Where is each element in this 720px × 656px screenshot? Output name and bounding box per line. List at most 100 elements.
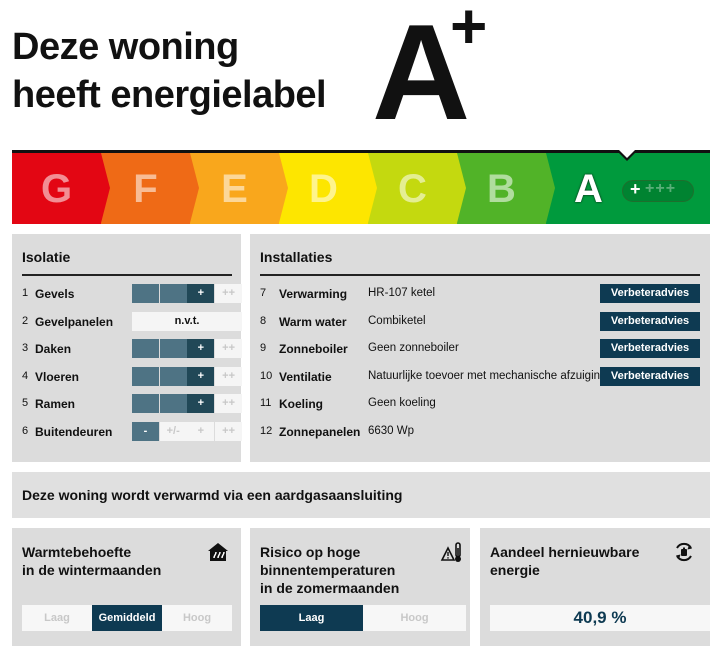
gauge-cell: ++ [215, 422, 243, 441]
gauge-cell [132, 366, 159, 386]
row-number: 2 [22, 314, 29, 327]
isolatie-row: 3 Daken + ++ [22, 339, 243, 359]
installatie-row: 8 Warm water Combiketel Verbeteradvies [260, 311, 700, 332]
row-number: 4 [22, 369, 29, 382]
scale-segment-g: G [12, 153, 101, 224]
gauge-not-applicable: n.v.t. [132, 311, 242, 331]
warmtebehoefte-title: Warmtebehoefte in de wintermaanden [22, 544, 162, 578]
installatie-item-name: Koeling [279, 397, 323, 412]
scale-arrow-tip [457, 153, 466, 223]
isolatie-row: 2 Gevelpanelen n.v.t. [22, 311, 242, 332]
verbeteradvies-button[interactable]: Verbeteradvies [600, 311, 700, 331]
energy-label-letter: A [372, 0, 470, 148]
gauge-cell: - [132, 422, 159, 441]
scale-segment-d: D [279, 153, 368, 224]
header-title-line2: heeft energielabel [12, 74, 327, 116]
installatie-item-value: HR-107 ketel [368, 287, 436, 299]
gauge-cell [159, 339, 187, 359]
scale-arrow-tip [546, 153, 555, 223]
row-number: 8 [260, 314, 267, 327]
isolatie-item-name: Buitendeuren [35, 425, 113, 439]
gauge-cell [159, 366, 187, 386]
gauge-cell [132, 284, 159, 303]
renewable-share-value: 40,9 % [490, 605, 710, 631]
gauge-cell: + [187, 422, 215, 441]
installatie-item-name: Zonnepanelen [279, 425, 361, 439]
installatie-item-name: Warm water [279, 314, 347, 329]
plus-remaining: +++ [645, 180, 677, 197]
installatie-row: 10 Ventilatie Natuurlijke toevoer met mech… [260, 366, 700, 387]
house-heat-icon [208, 543, 228, 561]
scale-letter-g: G [40, 167, 73, 211]
warmte-option-laag: Laag [22, 605, 92, 631]
gauge-cell: ++ [215, 284, 243, 303]
installatie-item-name: Verwarming [279, 287, 348, 301]
verbeteradvies-button[interactable]: Verbeteradvies [600, 366, 700, 386]
gauge-cell: ++ [215, 366, 243, 386]
risico-scale: Laag Hoog [260, 605, 466, 631]
installatie-item-name: Ventilatie [279, 369, 332, 384]
isolatie-title: Isolatie [22, 249, 71, 265]
isolatie-gauge: + ++ [132, 284, 243, 303]
header-title-line1: Deze woning [12, 26, 239, 68]
installatie-row: 12 Zonnepanelen 6630 Wp [260, 422, 700, 442]
installatie-item-value: Combiketel [368, 314, 426, 327]
isolatie-item-name: Gevelpanelen [35, 314, 114, 329]
scale-segment-c: C [368, 153, 457, 224]
installatie-item-value: Natuurlijke toevoer met mechanische afzu… [368, 369, 607, 382]
row-number: 7 [260, 287, 267, 299]
gauge-cell [132, 394, 159, 414]
scale-letter-f: F [133, 167, 158, 211]
scale-segment-f: F [101, 153, 190, 224]
gauge-cell: +/- [159, 422, 187, 441]
plus-indicator: + +++ [622, 179, 694, 202]
verbeteradvies-button[interactable]: Verbeteradvies [600, 284, 700, 303]
gauge-cell: + [187, 284, 215, 303]
row-number: 10 [260, 369, 273, 382]
scale-letter-c: C [398, 167, 427, 211]
row-number: 9 [260, 342, 267, 355]
risico-card: Risico op hoge binnentemperaturen in de … [250, 528, 470, 646]
gauge-cell [159, 284, 187, 303]
energy-scale: G F E D C B A + +++ [12, 150, 710, 224]
scale-segment-e: E [190, 153, 279, 224]
verbeteradvies-button[interactable]: Verbeteradvies [600, 339, 700, 359]
heating-source-banner: Deze woning wordt verwarmd via een aardg… [12, 472, 710, 518]
installatie-row: 11 Koeling Geen koeling [260, 394, 700, 414]
scale-segment-b: B [457, 153, 546, 224]
scale-arrow-tip [190, 153, 199, 223]
warmtebehoefte-card: Warmtebehoefte in de wintermaanden Laag … [12, 528, 241, 646]
isolatie-gauge: n.v.t. [132, 311, 242, 331]
isolatie-row: 1 Gevels + ++ [22, 284, 243, 304]
row-number: 1 [22, 287, 29, 299]
isolatie-item-name: Daken [35, 342, 72, 357]
installatie-row: 7 Verwarming HR-107 ketel Verbeteradvies [260, 284, 700, 304]
isolatie-gauge: - +/- + ++ [132, 422, 243, 441]
energy-label-suffix: + [450, 0, 488, 62]
row-number: 12 [260, 425, 273, 437]
risico-option-hoog: Hoog [363, 605, 466, 631]
isolatie-item-name: Ramen [35, 397, 76, 412]
risico-option-laag: Laag [260, 605, 363, 631]
row-number: 3 [22, 342, 29, 355]
isolatie-row: 6 Buitendeuren - +/- + ++ [22, 422, 243, 442]
isolatie-row: 5 Ramen + ++ [22, 394, 243, 414]
row-number: 5 [22, 397, 29, 410]
scale-letter-a: A [574, 167, 603, 211]
isolatie-divider [22, 274, 232, 276]
hernieuwbaar-card: Aandeel hernieuwbare energie 40,9 % [480, 528, 710, 646]
isolatie-row: 4 Vloeren + ++ [22, 366, 243, 387]
installatie-item-name: Zonneboiler [279, 342, 348, 357]
gauge-cell: + [187, 366, 215, 386]
warmte-option-hoog: Hoog [162, 605, 232, 631]
scale-arrow-tip [279, 153, 288, 223]
gauge-cell: ++ [215, 394, 243, 414]
isolatie-panel: Isolatie 1 Gevels + ++ 2 Gevelpanelen n.v.t. 3 D… [12, 234, 243, 462]
installatie-item-value: Geen zonneboiler [368, 342, 459, 355]
hernieuwbaar-title: Aandeel hernieuwbare energie [490, 544, 640, 578]
plus-active: + [630, 179, 641, 199]
scale-letter-d: D [309, 167, 338, 211]
heating-source-text: Deze woning wordt verwarmd via een aardg… [22, 487, 403, 503]
isolatie-item-name: Vloeren [35, 369, 80, 384]
scale-letter-e: E [221, 167, 248, 211]
